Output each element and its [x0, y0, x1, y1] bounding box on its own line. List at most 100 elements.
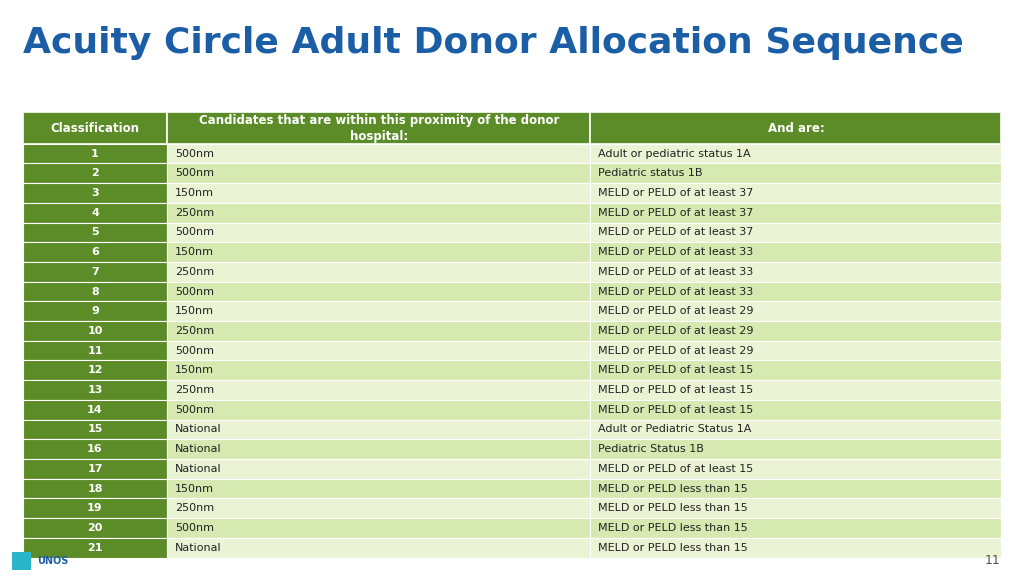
- Text: 18: 18: [87, 484, 102, 494]
- Text: MELD or PELD of at least 15: MELD or PELD of at least 15: [598, 365, 754, 376]
- Bar: [167, 222, 590, 242]
- Bar: [167, 203, 590, 222]
- Text: 21: 21: [87, 543, 102, 553]
- Text: 9: 9: [91, 306, 99, 316]
- Bar: [590, 183, 1001, 203]
- Text: National: National: [175, 425, 222, 434]
- Bar: [167, 538, 590, 558]
- Text: 500nm: 500nm: [175, 523, 214, 533]
- Text: MELD or PELD of at least 37: MELD or PELD of at least 37: [598, 188, 754, 198]
- Bar: [23, 242, 167, 262]
- Text: 5: 5: [91, 228, 98, 237]
- Text: MELD or PELD of at least 29: MELD or PELD of at least 29: [598, 346, 754, 355]
- Bar: [590, 301, 1001, 321]
- Text: MELD or PELD of at least 29: MELD or PELD of at least 29: [598, 326, 754, 336]
- Bar: [23, 321, 167, 341]
- Text: 150nm: 150nm: [175, 484, 214, 494]
- Text: Classification: Classification: [50, 122, 139, 135]
- Text: 11: 11: [87, 346, 102, 355]
- Text: 20: 20: [87, 523, 102, 533]
- Bar: [590, 538, 1001, 558]
- Text: 14: 14: [87, 405, 102, 415]
- Bar: [590, 419, 1001, 439]
- Bar: [590, 222, 1001, 242]
- Bar: [590, 518, 1001, 538]
- Bar: [590, 361, 1001, 380]
- Bar: [590, 112, 1001, 143]
- Bar: [23, 143, 167, 164]
- Bar: [167, 439, 590, 459]
- Bar: [167, 164, 590, 183]
- Bar: [23, 262, 167, 282]
- Text: 17: 17: [87, 464, 102, 474]
- Text: National: National: [175, 444, 222, 454]
- Bar: [167, 419, 590, 439]
- Bar: [23, 222, 167, 242]
- Bar: [23, 164, 167, 183]
- Text: 4: 4: [91, 208, 99, 218]
- Text: MELD or PELD of at least 15: MELD or PELD of at least 15: [598, 385, 754, 395]
- Text: 500nm: 500nm: [175, 405, 214, 415]
- Text: 13: 13: [87, 385, 102, 395]
- Text: National: National: [175, 464, 222, 474]
- Bar: [23, 479, 167, 498]
- Bar: [590, 459, 1001, 479]
- Bar: [23, 361, 167, 380]
- Text: Pediatric status 1B: Pediatric status 1B: [598, 168, 702, 178]
- Text: 7: 7: [91, 267, 99, 277]
- Text: Candidates that are within this proximity of the donor
hospital:: Candidates that are within this proximit…: [199, 113, 559, 142]
- Text: 8: 8: [91, 286, 99, 297]
- Text: MELD or PELD less than 15: MELD or PELD less than 15: [598, 543, 748, 553]
- Text: UNOS: UNOS: [37, 556, 69, 566]
- Bar: [23, 400, 167, 419]
- Bar: [167, 400, 590, 419]
- Text: 150nm: 150nm: [175, 306, 214, 316]
- Text: Pediatric Status 1B: Pediatric Status 1B: [598, 444, 705, 454]
- Text: 2: 2: [91, 168, 99, 178]
- Bar: [23, 518, 167, 538]
- Text: MELD or PELD less than 15: MELD or PELD less than 15: [598, 484, 748, 494]
- Bar: [167, 380, 590, 400]
- Text: 500nm: 500nm: [175, 228, 214, 237]
- Text: MELD or PELD of at least 15: MELD or PELD of at least 15: [598, 405, 754, 415]
- Bar: [590, 341, 1001, 361]
- Text: MELD or PELD of at least 33: MELD or PELD of at least 33: [598, 267, 754, 277]
- Text: Acuity Circle Adult Donor Allocation Sequence: Acuity Circle Adult Donor Allocation Seq…: [23, 26, 964, 60]
- Bar: [167, 361, 590, 380]
- Text: 250nm: 250nm: [175, 503, 214, 513]
- Text: Adult or pediatric status 1A: Adult or pediatric status 1A: [598, 149, 751, 158]
- Bar: [167, 321, 590, 341]
- Bar: [590, 203, 1001, 222]
- Text: MELD or PELD of at least 15: MELD or PELD of at least 15: [598, 464, 754, 474]
- Text: 150nm: 150nm: [175, 188, 214, 198]
- Text: 3: 3: [91, 188, 98, 198]
- Text: 500nm: 500nm: [175, 149, 214, 158]
- Text: 500nm: 500nm: [175, 346, 214, 355]
- Text: 15: 15: [87, 425, 102, 434]
- Bar: [23, 282, 167, 301]
- Bar: [590, 143, 1001, 164]
- Text: 500nm: 500nm: [175, 168, 214, 178]
- Text: MELD or PELD of at least 37: MELD or PELD of at least 37: [598, 208, 754, 218]
- Text: 6: 6: [91, 247, 99, 257]
- Bar: [590, 321, 1001, 341]
- Bar: [167, 518, 590, 538]
- Text: And are:: And are:: [768, 122, 824, 135]
- Text: 1: 1: [91, 149, 99, 158]
- Text: Adult or Pediatric Status 1A: Adult or Pediatric Status 1A: [598, 425, 752, 434]
- Bar: [167, 183, 590, 203]
- Text: 250nm: 250nm: [175, 326, 214, 336]
- Bar: [590, 479, 1001, 498]
- Text: 12: 12: [87, 365, 102, 376]
- Text: MELD or PELD of at least 37: MELD or PELD of at least 37: [598, 228, 754, 237]
- Text: MELD or PELD less than 15: MELD or PELD less than 15: [598, 523, 748, 533]
- Bar: [167, 479, 590, 498]
- Text: 10: 10: [87, 326, 102, 336]
- Text: 500nm: 500nm: [175, 286, 214, 297]
- Bar: [590, 400, 1001, 419]
- Bar: [590, 262, 1001, 282]
- Bar: [590, 498, 1001, 518]
- Text: 150nm: 150nm: [175, 365, 214, 376]
- Bar: [590, 242, 1001, 262]
- Bar: [23, 112, 167, 143]
